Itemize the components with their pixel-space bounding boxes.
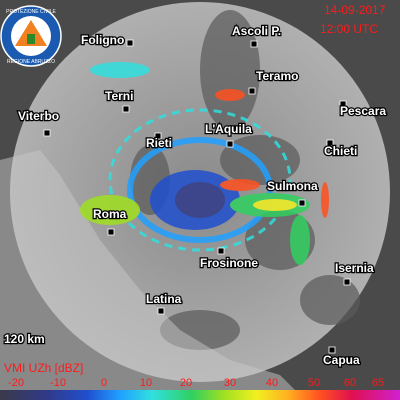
city-marker <box>250 40 258 48</box>
city-marker <box>339 100 347 108</box>
city-label: Roma <box>93 207 127 221</box>
city-label: Sulmona <box>267 179 318 193</box>
scale-tick-label: 60 <box>344 377 356 389</box>
city-label: Ascoli P. <box>232 24 281 38</box>
city-label: Teramo <box>256 69 298 83</box>
scale-tick-label: 65 <box>372 377 384 389</box>
radar-echoes <box>80 62 329 265</box>
logo: PROTEZIONE CIVILE REGIONE ABRUZZO <box>0 5 62 67</box>
city-label: Terni <box>105 89 133 103</box>
scale-tick-label: 40 <box>266 377 278 389</box>
city-marker <box>298 199 306 207</box>
city-marker <box>248 87 256 95</box>
range-label: 120 km <box>4 332 45 346</box>
date: 14-09-2017 <box>324 3 386 17</box>
city-label: Foligno <box>81 33 124 47</box>
city-label: Chieti <box>324 144 357 158</box>
city-marker <box>43 129 51 137</box>
city-marker <box>122 105 130 113</box>
scale-tick-label: 0 <box>101 377 107 389</box>
city-marker <box>107 228 115 236</box>
scale-tick-label: -10 <box>50 377 66 389</box>
scale-tick-label: 10 <box>140 377 152 389</box>
logo-top-text: PROTEZIONE CIVILE <box>6 9 56 15</box>
scale-tick-label: 50 <box>308 377 320 389</box>
city-label: Latina <box>146 292 182 306</box>
logo-bottom-text: REGIONE ABRUZZO <box>7 59 55 65</box>
sea-plain <box>0 150 300 400</box>
city-label: Frosinone <box>200 256 258 270</box>
city-marker <box>343 278 351 286</box>
city-marker <box>217 247 225 255</box>
city-marker <box>157 307 165 315</box>
city-label: Rieti <box>146 136 172 150</box>
city-marker <box>126 39 134 47</box>
city-marker <box>154 132 162 140</box>
city-label: L'Aquila <box>205 122 252 136</box>
city-marker <box>226 140 234 148</box>
city-label: Pescara <box>340 104 386 118</box>
time: 12:00 UTC <box>320 22 378 36</box>
city-marker <box>328 346 336 354</box>
city-label: Viterbo <box>18 109 59 123</box>
scale-tick-label: 30 <box>224 377 236 389</box>
color-scale <box>0 390 400 400</box>
city-label: Isernia <box>335 261 374 275</box>
legend-title: VMI UZh [dBZ] <box>4 361 83 375</box>
scale-tick-label: 20 <box>180 377 192 389</box>
scale-tick-label: -20 <box>8 377 24 389</box>
city-label: Capua <box>323 353 360 367</box>
city-marker <box>326 139 334 147</box>
